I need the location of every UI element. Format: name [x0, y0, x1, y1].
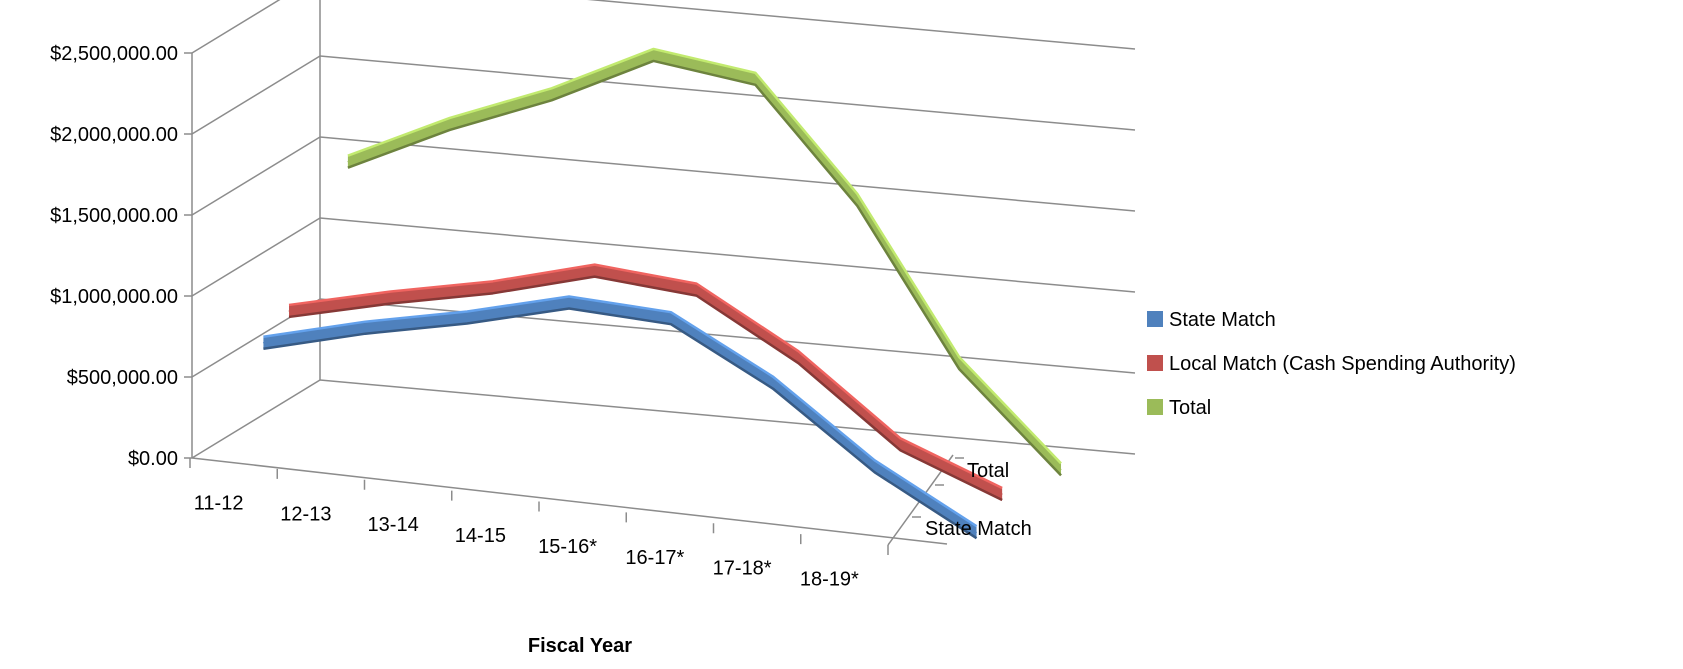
side-gridline	[191, 217, 321, 297]
back-gridline	[319, 55, 1136, 131]
data-point	[976, 531, 978, 533]
side-gridline	[191, 379, 321, 459]
data-point	[288, 310, 290, 312]
legend-label: State Match	[1169, 309, 1276, 331]
x-tick-label: 18-19*	[800, 569, 859, 591]
data-point	[899, 443, 901, 445]
series-1	[288, 263, 1003, 502]
y-tick-label: $2,000,000.00	[50, 124, 178, 146]
depth-tick-label: Total	[967, 460, 1009, 482]
legend-label: Local Match (Cash Spending Authority)	[1169, 353, 1516, 375]
legend-label: Total	[1169, 397, 1211, 419]
series-highlight	[347, 47, 1062, 465]
back-gridline	[587, 0, 1136, 50]
x-tick-label: 16-17*	[625, 547, 684, 569]
series-highlight	[288, 263, 1003, 490]
y-tick-label: $1,500,000.00	[50, 205, 178, 227]
series-ribbon	[289, 264, 1003, 500]
series-lines	[262, 47, 1062, 540]
depth-axis-ticks: State Match Total	[912, 457, 1032, 540]
y-tick-label: $2,500,000.00	[50, 43, 178, 65]
side-gridline	[191, 136, 321, 216]
data-point	[1001, 493, 1003, 495]
data-point	[568, 301, 570, 303]
data-point	[958, 362, 960, 364]
data-point	[874, 465, 876, 467]
data-point	[670, 317, 672, 319]
side-gridline	[191, 55, 321, 135]
x-tick-label: 14-15	[455, 525, 506, 547]
data-point	[466, 317, 468, 319]
back-gridline	[319, 379, 1136, 455]
side-gridline	[191, 0, 281, 54]
legend: State Match Local Match (Cash Spending Au…	[1147, 309, 1516, 419]
y-axis-ticks: $0.00 $500,000.00 $1,000,000.00 $1,500,000.…	[50, 43, 178, 470]
x-tick-label: 12-13	[280, 503, 331, 525]
x-tick-label: 11-12	[194, 492, 244, 514]
y-tick-label: $500,000.00	[67, 367, 178, 389]
data-point	[390, 297, 392, 299]
x-axis-line	[191, 457, 948, 545]
x-axis-label: Fiscal Year	[528, 635, 632, 657]
series-edge	[347, 59, 1062, 477]
data-point	[364, 327, 366, 329]
legend-swatch	[1147, 311, 1163, 327]
series-2	[347, 47, 1062, 477]
data-point	[492, 286, 494, 288]
data-point	[696, 289, 698, 291]
y-tick-label: $1,000,000.00	[50, 286, 178, 308]
back-gridline	[319, 217, 1136, 293]
x-axis-ticks: 11-12 12-13 13-14 14-15 15-16* 16-17* 17-18* 18…	[189, 458, 889, 591]
gridlines	[184, 0, 1136, 459]
x-tick-label: 13-14	[368, 514, 419, 536]
data-point	[772, 382, 774, 384]
x-tick-label: 17-18*	[713, 558, 772, 580]
data-point	[653, 54, 655, 56]
y-tick-label: $0.00	[128, 448, 178, 470]
series-edge	[288, 275, 1003, 502]
data-point	[449, 123, 451, 125]
data-point	[347, 161, 349, 163]
data-point	[797, 356, 799, 358]
series-edge	[263, 307, 978, 540]
series-0	[262, 295, 978, 540]
data-point	[551, 93, 553, 95]
data-point	[1060, 468, 1062, 470]
x-tick-label: 15-16*	[538, 536, 597, 558]
data-point	[754, 78, 756, 80]
legend-swatch	[1147, 399, 1163, 415]
data-point	[856, 199, 858, 201]
depth-tick-label: State Match	[925, 518, 1032, 540]
legend-swatch	[1147, 355, 1163, 371]
back-gridline	[319, 136, 1136, 212]
data-point	[594, 270, 596, 272]
series-highlight	[263, 295, 978, 528]
data-point	[262, 342, 264, 344]
back-gridline	[319, 298, 1136, 374]
